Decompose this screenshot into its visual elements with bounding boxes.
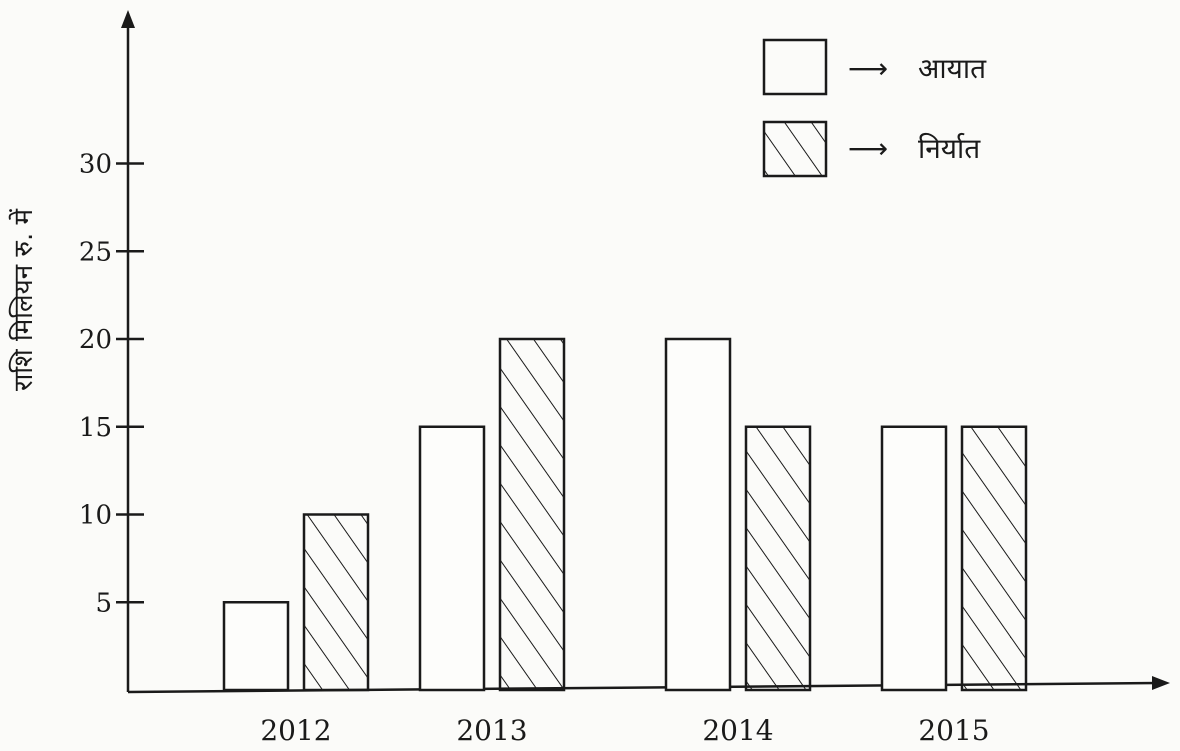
y-tick-label: 25 xyxy=(79,237,112,267)
x-labels: 2012 2013 2014 2015 xyxy=(260,714,989,747)
x-tick-label: 2013 xyxy=(456,714,527,747)
bar-imports-2014 xyxy=(664,337,732,692)
legend: ⟶ आयात ⟶ निर्यात xyxy=(762,38,987,178)
y-tick-label: 10 xyxy=(79,501,112,531)
bar-imports-2012 xyxy=(222,601,290,692)
x-tick-label: 2012 xyxy=(260,714,331,747)
y-axis-arrow xyxy=(121,10,135,28)
legend-arrow-imports: ⟶ xyxy=(848,52,888,85)
legend-swatch-imports xyxy=(762,38,828,96)
y-tick-label: 30 xyxy=(79,150,112,180)
legend-swatch-exports xyxy=(762,120,828,178)
bar-exports-2015 xyxy=(960,425,1028,692)
legend-label-imports: आयात xyxy=(918,52,987,85)
legend-label-exports: निर्यात xyxy=(918,132,981,165)
y-tick-label: 5 xyxy=(95,588,112,618)
bar-imports-2015 xyxy=(880,425,948,692)
y-tick-label: 15 xyxy=(79,413,112,443)
bar-exports-2012 xyxy=(302,513,370,692)
bar-exports-2013 xyxy=(498,337,566,692)
x-axis-arrow xyxy=(1152,676,1170,690)
x-tick-label: 2014 xyxy=(702,714,773,747)
legend-arrow-exports: ⟶ xyxy=(848,132,888,165)
bar-exports-2014 xyxy=(744,425,812,692)
x-tick-label: 2015 xyxy=(918,714,989,747)
y-ticks: 5 10 15 20 25 30 xyxy=(79,150,144,618)
y-tick-label: 20 xyxy=(79,325,112,355)
bar-imports-2013 xyxy=(418,425,486,692)
y-axis-title: राशि मिलियन रु. में xyxy=(8,209,39,392)
bars xyxy=(222,337,1028,692)
